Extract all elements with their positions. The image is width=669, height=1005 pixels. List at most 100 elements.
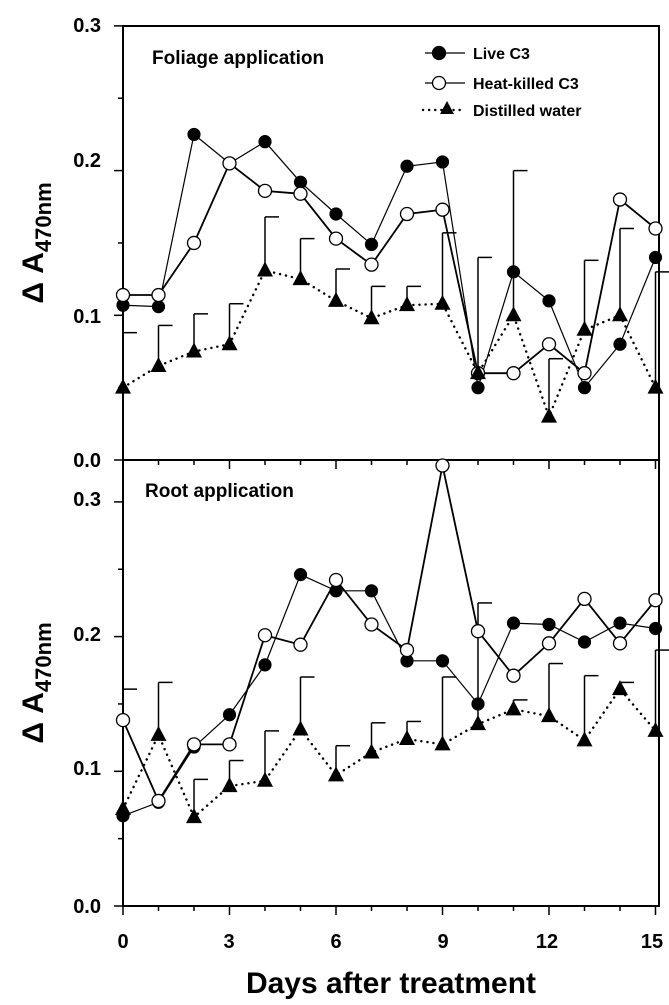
- heat-killed-c3-point: [293, 186, 308, 201]
- live-c3-point: [435, 155, 450, 169]
- xtick-label: 12: [536, 931, 558, 953]
- xtick-label: 0: [117, 931, 128, 953]
- bottom-ytick-label: 0.1: [73, 758, 101, 780]
- heat-killed-c3-point: [222, 737, 237, 752]
- distilled-water-point: [186, 342, 202, 358]
- heat-killed-c3-point: [151, 287, 166, 303]
- bottom-y-axis-title-subscript: 470nm: [31, 622, 56, 692]
- live-c3-point: [506, 265, 521, 279]
- live-c3-line: [122, 573, 656, 817]
- xtick-label: 6: [330, 931, 341, 953]
- legend-marker-water: [440, 101, 454, 114]
- distilled-water-point: [505, 700, 522, 716]
- distilled-water-point: [150, 356, 167, 372]
- distilled-water-point: [612, 306, 628, 322]
- heat-killed-c3-point: [328, 231, 344, 246]
- live-c3-point: [613, 616, 627, 630]
- top-y-axis-title: Δ A470nm: [17, 182, 56, 303]
- heat-killed-c3-point: [364, 617, 379, 632]
- heat-killed-c3-point: [115, 287, 131, 303]
- distilled-water-point: [612, 680, 628, 696]
- live-c3-point: [293, 568, 308, 582]
- live-c3-point: [577, 635, 592, 649]
- distilled-water-point: [576, 731, 593, 747]
- bottom-y-axis-title: Δ A470nm: [17, 622, 56, 743]
- svg-text:Δ A470nm: Δ A470nm: [17, 622, 56, 743]
- live-c3-point: [613, 337, 627, 351]
- heat-killed-c3-point: [648, 221, 663, 236]
- heat-killed-c3-point: [577, 591, 592, 607]
- live-c3-point: [364, 237, 379, 251]
- legend-label-live: Live C3: [473, 46, 530, 63]
- heat-killed-c3-point: [541, 337, 557, 352]
- top-y-axis-title-main: Δ A: [17, 252, 50, 304]
- distilled-water-point: [399, 296, 415, 312]
- distilled-water-point: [470, 715, 486, 731]
- heat-killed-c3-point: [364, 257, 379, 272]
- distilled-water-point: [505, 306, 522, 322]
- heat-killed-c3-point: [541, 636, 557, 651]
- data-marks: [114, 25, 669, 915]
- distilled-water-point: [115, 378, 131, 394]
- distilled-water-point: [221, 335, 238, 351]
- distilled-water-point: [150, 725, 167, 741]
- live-c3-point: [151, 300, 166, 314]
- bottom-ytick-label: 0.3: [73, 489, 101, 511]
- live-c3-point: [577, 381, 592, 395]
- live-c3-point: [542, 617, 556, 632]
- heat-killed-c3-point: [257, 183, 273, 199]
- distilled-water-point: [470, 364, 486, 380]
- x-axis-title: Days after treatment: [246, 967, 536, 1000]
- distilled-water-point: [363, 309, 380, 325]
- live-c3-point: [364, 584, 379, 598]
- live-c3-point: [187, 127, 201, 142]
- distilled-water-point: [115, 800, 131, 816]
- distilled-water-point: [541, 407, 557, 423]
- distilled-water-point: [257, 261, 273, 277]
- distilled-water-point: [434, 294, 451, 310]
- live-c3-point: [329, 207, 343, 221]
- bottom-ytick-label: 0.2: [73, 624, 101, 646]
- top-ytick-label: 0.1: [73, 306, 101, 328]
- heat-killed-c3-point: [151, 793, 166, 809]
- distilled-water-point: [576, 320, 593, 336]
- heat-killed-c3-point: [470, 624, 486, 639]
- live-c3-point: [648, 250, 663, 265]
- distilled-water-point: [363, 743, 380, 759]
- legend-marker-live: [431, 45, 447, 61]
- live-c3-point: [506, 616, 521, 630]
- live-c3-point: [222, 708, 237, 722]
- distilled-water-point: [647, 378, 664, 394]
- live-c3-point: [471, 381, 485, 395]
- distilled-water-point: [292, 270, 309, 286]
- top-panel-title: Foliage application: [152, 48, 324, 69]
- live-c3-point: [258, 658, 272, 672]
- live-c3-point: [471, 697, 485, 711]
- heat-killed-c3-point: [577, 366, 592, 381]
- heat-killed-c3-line: [122, 465, 657, 803]
- heat-killed-c3-point: [399, 206, 415, 222]
- live-c3-point: [435, 654, 450, 668]
- heat-killed-c3-point: [186, 235, 202, 251]
- live-c3-point: [258, 135, 272, 149]
- live-c3-line: [122, 133, 657, 389]
- heat-killed-c3-line: [123, 161, 657, 375]
- heat-killed-c3-point: [222, 156, 237, 171]
- heat-killed-c3-point: [293, 637, 308, 652]
- top-ytick-label: 0.3: [73, 15, 101, 37]
- live-c3-point: [400, 159, 414, 173]
- distilled-water-point: [328, 291, 344, 307]
- svg-text:Δ A470nm: Δ A470nm: [17, 182, 56, 303]
- heat-killed-c3-point: [186, 737, 202, 752]
- distilled-water-point: [328, 766, 344, 782]
- distilled-water-point: [541, 707, 557, 723]
- top-ytick-label: 0.2: [73, 150, 101, 172]
- distilled-water-line: [121, 687, 657, 820]
- bottom-panel-title: Root application: [145, 481, 294, 502]
- heat-killed-c3-point: [506, 668, 521, 683]
- distilled-water-point: [647, 721, 664, 737]
- bottom-ytick-label: 0.0: [73, 896, 101, 918]
- live-c3-point: [542, 294, 556, 308]
- distilled-water-point: [292, 720, 309, 736]
